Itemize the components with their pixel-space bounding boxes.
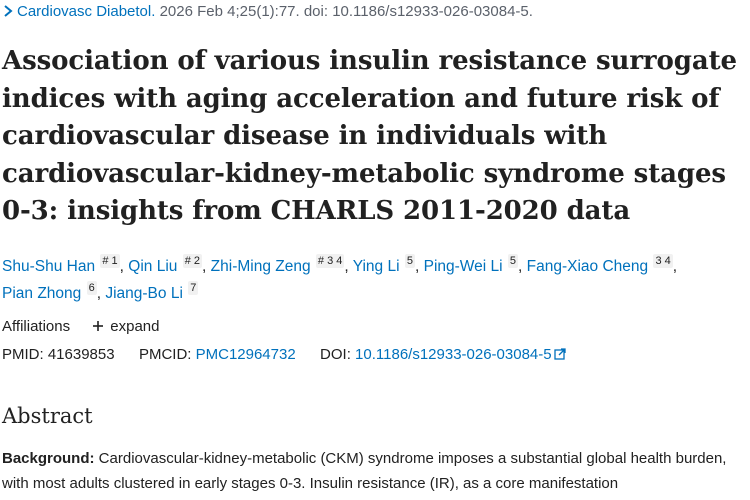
expand-label: expand xyxy=(110,318,160,335)
author-item: Zhi-Ming Zeng # 3 4 xyxy=(210,254,345,275)
author-affiliation-ref[interactable]: 5 xyxy=(507,254,519,268)
citation-details: 2026 Feb 4;25(1):77. doi: 10.1186/s12933… xyxy=(155,3,533,20)
pmcid-label: PMCID: xyxy=(138,346,192,363)
title-line: indices with aging acceleration and futu… xyxy=(2,83,720,114)
author-link[interactable]: Ping-Wei Li xyxy=(423,258,503,275)
pmid-label: PMID: xyxy=(2,346,44,363)
author-item: Jiang-Bo Li 7 xyxy=(105,281,199,302)
author-link[interactable]: Zhi-Ming Zeng xyxy=(210,258,311,275)
author-separator: , xyxy=(96,285,106,302)
author-item: Shu-Shu Han # 1 xyxy=(2,254,120,275)
author-separator: , xyxy=(518,258,527,275)
author-separator: , xyxy=(414,258,424,275)
affiliations-label: Affiliations xyxy=(2,318,71,335)
author-affiliation-ref[interactable]: 6 xyxy=(86,281,97,295)
author-item: Pian Zhong 6 xyxy=(2,281,97,302)
identifiers-row: PMID: 41639853 PMCID: PMC12964732 DOI: 1… xyxy=(2,345,566,365)
author-affiliation-ref[interactable]: # 1 xyxy=(100,254,120,268)
author-separator: , xyxy=(202,258,211,275)
title-line: 0-3: insights from CHARLS 2011-2020 data xyxy=(2,196,631,226)
affiliations-expand-button[interactable]: expand xyxy=(92,318,159,335)
background-text: Cardiovascular-kidney-metabolic (CKM) sy… xyxy=(2,450,727,492)
plus-icon xyxy=(93,321,104,331)
author-separator: , xyxy=(672,258,678,275)
author-link[interactable]: Shu-Shu Han xyxy=(2,258,96,275)
abstract-heading: Abstract xyxy=(2,404,93,428)
background-label: Background: xyxy=(2,450,95,467)
doi-link[interactable]: 10.1186/s12933-026-03084-5 xyxy=(355,346,566,363)
chevron-right-icon[interactable] xyxy=(2,4,14,18)
title-line: cardiovascular-kidney-metabolic syndrome… xyxy=(2,158,726,189)
article-title: Association of various insulin resistanc… xyxy=(2,43,742,231)
affiliations-row: Affiliations expand xyxy=(2,317,159,337)
author-item: Qin Liu # 2 xyxy=(128,254,203,275)
author-affiliation-ref[interactable]: # 3 4 xyxy=(315,254,345,268)
doi-value: 10.1186/s12933-026-03084-5 xyxy=(355,346,552,363)
author-affiliation-ref[interactable]: 3 4 xyxy=(653,254,673,268)
citation-line: Cardiovasc Diabetol. 2026 Feb 4;25(1):77… xyxy=(2,2,533,22)
author-list: Shu-Shu Han # 1, Qin Liu # 2, Zhi-Ming Z… xyxy=(2,253,747,307)
author-item: Ping-Wei Li 5 xyxy=(423,254,519,275)
abstract-background: Background: Cardiovascular-kidney-metabo… xyxy=(2,446,748,496)
author-link[interactable]: Ying Li xyxy=(352,258,400,275)
author-link[interactable]: Qin Liu xyxy=(128,258,178,275)
author-link[interactable]: Fang-Xiao Cheng xyxy=(526,258,649,275)
pmid-value: 41639853 xyxy=(47,346,115,363)
author-separator: , xyxy=(119,258,129,275)
author-item: Ying Li 5 xyxy=(352,254,415,275)
author-link[interactable]: Pian Zhong xyxy=(2,285,82,302)
title-line: cardiovascular disease in individuals wi… xyxy=(2,121,608,151)
external-link-icon xyxy=(553,348,566,360)
doi-label: DOI: xyxy=(320,346,351,363)
title-line: Association of various insulin resistanc… xyxy=(2,46,737,76)
author-separator: , xyxy=(344,258,353,275)
pmcid-link[interactable]: PMC12964732 xyxy=(195,346,296,363)
journal-link[interactable]: Cardiovasc Diabetol. xyxy=(17,3,156,20)
author-item: Fang-Xiao Cheng 3 4 xyxy=(526,254,673,275)
author-affiliation-ref[interactable]: # 2 xyxy=(182,254,203,268)
author-affiliation-ref[interactable]: 7 xyxy=(188,281,199,295)
author-affiliation-ref[interactable]: 5 xyxy=(404,254,415,268)
author-link[interactable]: Jiang-Bo Li xyxy=(105,285,183,302)
